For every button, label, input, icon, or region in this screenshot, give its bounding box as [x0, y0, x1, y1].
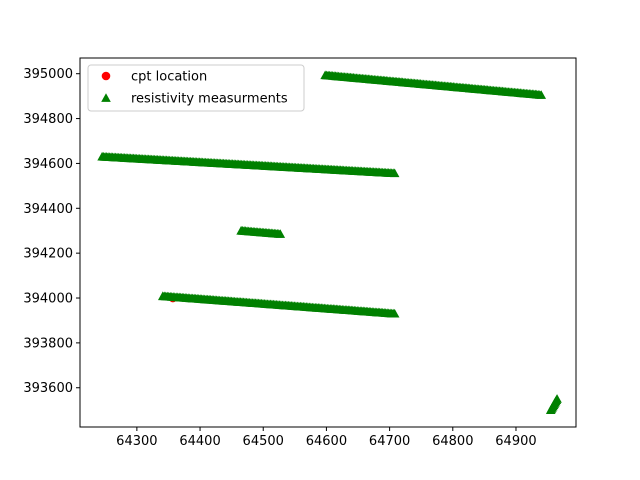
resistivity-point [389, 308, 400, 318]
series-resistivity-measurments [97, 70, 562, 415]
legend-cpt-marker [101, 71, 111, 81]
legend-label: cpt location [131, 70, 207, 85]
measurement-line-1 [320, 70, 547, 99]
y-tick-label: 394800 [23, 112, 73, 127]
resistivity-point [389, 168, 400, 178]
y-tick-label: 393600 [23, 381, 73, 396]
y-tick-label: 395000 [23, 67, 73, 82]
resistivity-point [536, 90, 547, 99]
resistivity-point [275, 229, 286, 238]
y-axis: 393600 393800 394000 394200 394400 394600 3948… [23, 67, 80, 396]
plot-frame [79, 57, 577, 428]
measurement-line-3 [236, 225, 286, 238]
y-tick-label: 394400 [23, 202, 73, 217]
measurement-line-4 [157, 291, 400, 318]
x-tick-label: 64600 [306, 434, 347, 449]
y-tick-label: 394000 [23, 292, 73, 307]
legend-label: resistivity measurments [131, 92, 288, 107]
x-axis: 64300 64400 64500 64600 64700 64800 64900 [116, 427, 537, 449]
x-tick-label: 64800 [432, 434, 473, 449]
x-tick-label: 64500 [243, 434, 284, 449]
x-tick-label: 64900 [495, 434, 536, 449]
legend: cpt location resistivity measurments [87, 64, 305, 112]
plot-background [80, 58, 576, 427]
resistivity-point [552, 394, 562, 403]
legend-box [87, 64, 305, 112]
legend-resistivity-marker [101, 93, 111, 102]
measurement-line-5 [545, 394, 562, 415]
x-tick-label: 64700 [369, 434, 410, 449]
y-tick-label: 394200 [23, 247, 73, 262]
x-tick-label: 64300 [116, 434, 157, 449]
y-tick-label: 393800 [23, 336, 73, 351]
measurement-line-2 [97, 151, 400, 178]
data-marks [97, 70, 562, 415]
y-tick-label: 394600 [23, 157, 73, 172]
x-tick-label: 64400 [179, 434, 220, 449]
